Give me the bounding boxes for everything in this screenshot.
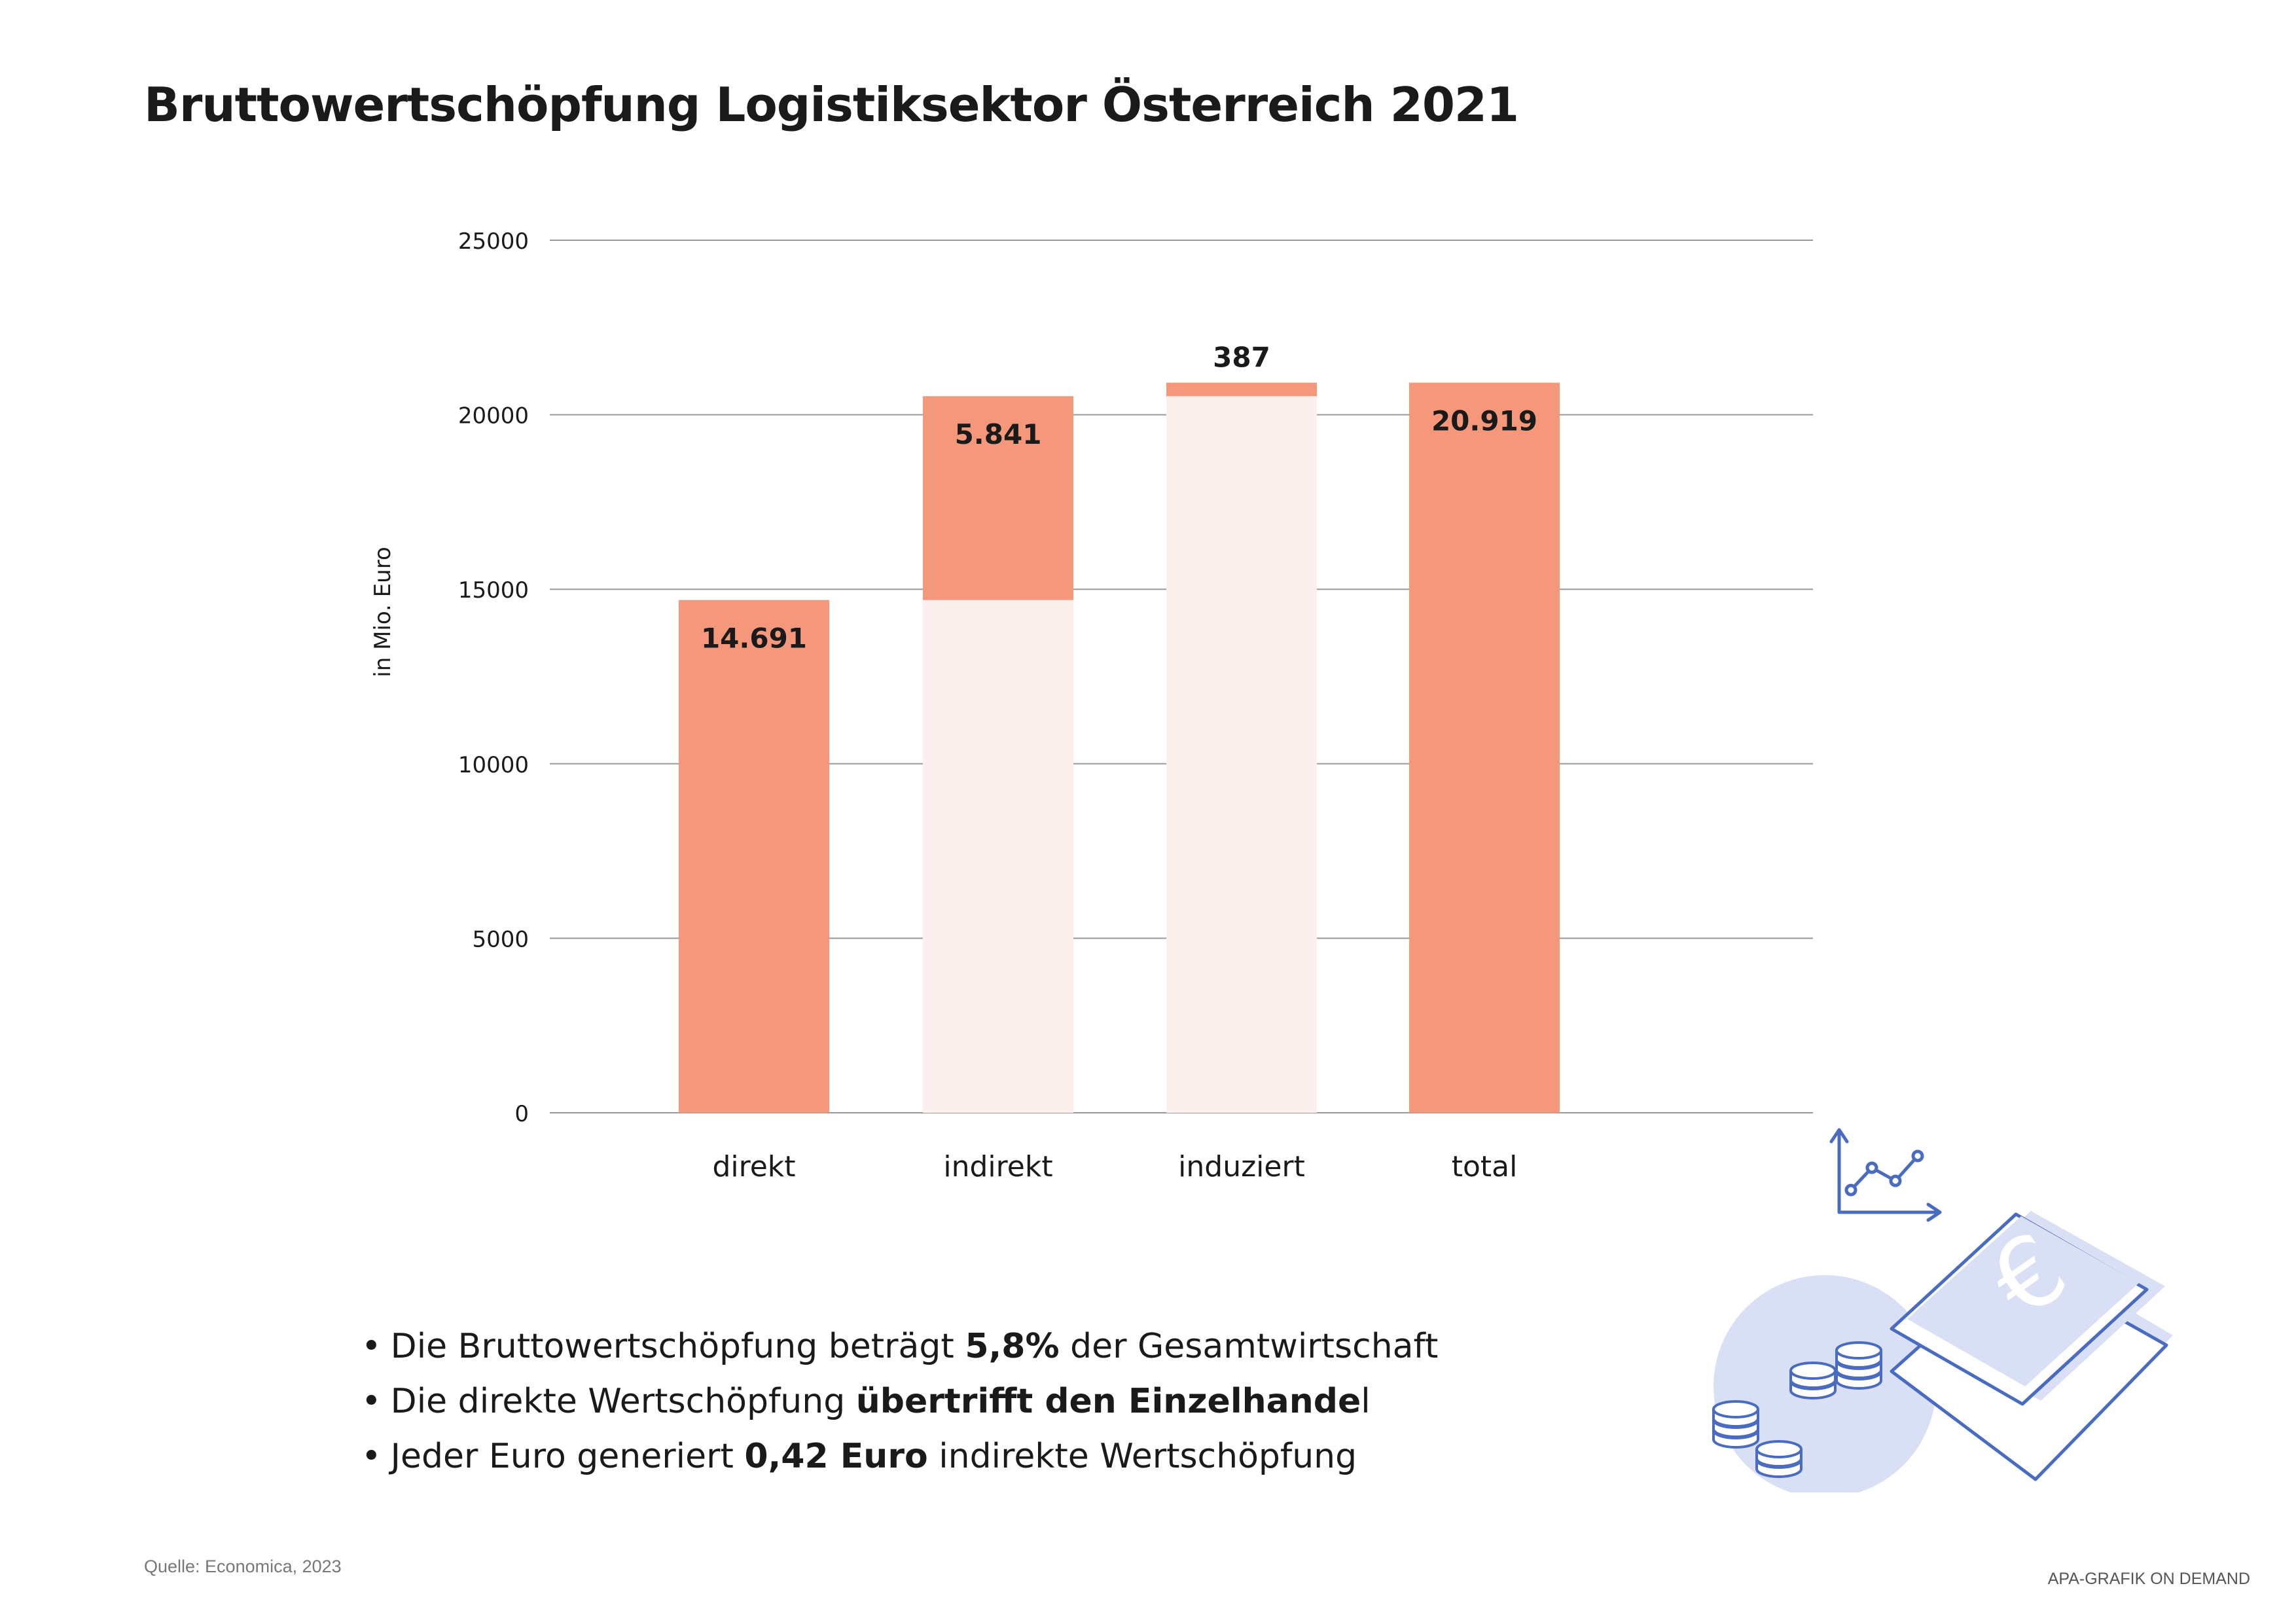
coin-icon: [1755, 1440, 1803, 1458]
x-tick-label: total: [1452, 1150, 1518, 1183]
y-tick-label: 15000: [458, 577, 529, 604]
x-tick-label: indirekt: [943, 1150, 1052, 1183]
y-tick-labels: 0 5000 10000 15000 20000 25000: [458, 228, 529, 1127]
data-label: 387: [1213, 342, 1270, 374]
y-axis-label: in Mio. Euro: [370, 547, 396, 677]
bar-offset: [1166, 396, 1317, 1113]
finance-illustration: €: [1712, 1128, 2173, 1492]
coins-icon: [1712, 1341, 1882, 1478]
chart-title: Bruttowertschöpfung Logistiksektor Öster…: [144, 77, 1519, 132]
bar-total: [1409, 382, 1560, 1113]
euro-banknote-icon: €: [1890, 1211, 2173, 1481]
credit-note: APA-GRAFIK ON DEMAND: [2047, 1570, 2250, 1588]
bar-direkt: [679, 600, 829, 1113]
x-tick-label: direkt: [712, 1150, 795, 1183]
key-fact-3: Jeder Euro generiert 0,42 Euro indirekte…: [361, 1429, 1438, 1484]
data-label: 20.919: [1431, 405, 1537, 437]
key-fact-2: Die direkte Wertschöpfung übertrifft den…: [361, 1374, 1438, 1429]
y-tick-label: 25000: [458, 228, 529, 255]
waterfall-chart: 0 5000 10000 15000 20000 25000 14.691 5.841 387…: [370, 228, 1813, 1183]
x-tick-labels: direkt indirekt induziert total: [712, 1150, 1517, 1183]
bar-offset: [923, 600, 1073, 1113]
data-labels: 14.691 5.841 387 20.919: [701, 342, 1537, 655]
bar-indirekt: [923, 396, 1073, 600]
coin-icon: [1835, 1341, 1882, 1360]
y-tick-label: 20000: [458, 403, 529, 429]
y-tick-label: 0: [514, 1101, 529, 1127]
key-fact-1: Die Bruttowertschöpfung beträgt 5,8% der…: [361, 1319, 1439, 1374]
coin-icon: [1712, 1400, 1759, 1418]
data-label: 14.691: [701, 623, 807, 655]
data-label: 5.841: [955, 418, 1042, 450]
y-tick-label: 10000: [458, 752, 529, 778]
bars: [679, 382, 1560, 1113]
y-tick-label: 5000: [472, 926, 529, 952]
bar-induziert: [1166, 382, 1317, 397]
coin-icon: [1789, 1362, 1837, 1380]
x-tick-label: induziert: [1178, 1150, 1305, 1183]
source-note: Quelle: Economica, 2023: [144, 1557, 342, 1576]
key-facts-list: Die Bruttowertschöpfung beträgt 5,8% der…: [361, 1319, 1439, 1484]
line-graph-icon: [1829, 1128, 1942, 1222]
